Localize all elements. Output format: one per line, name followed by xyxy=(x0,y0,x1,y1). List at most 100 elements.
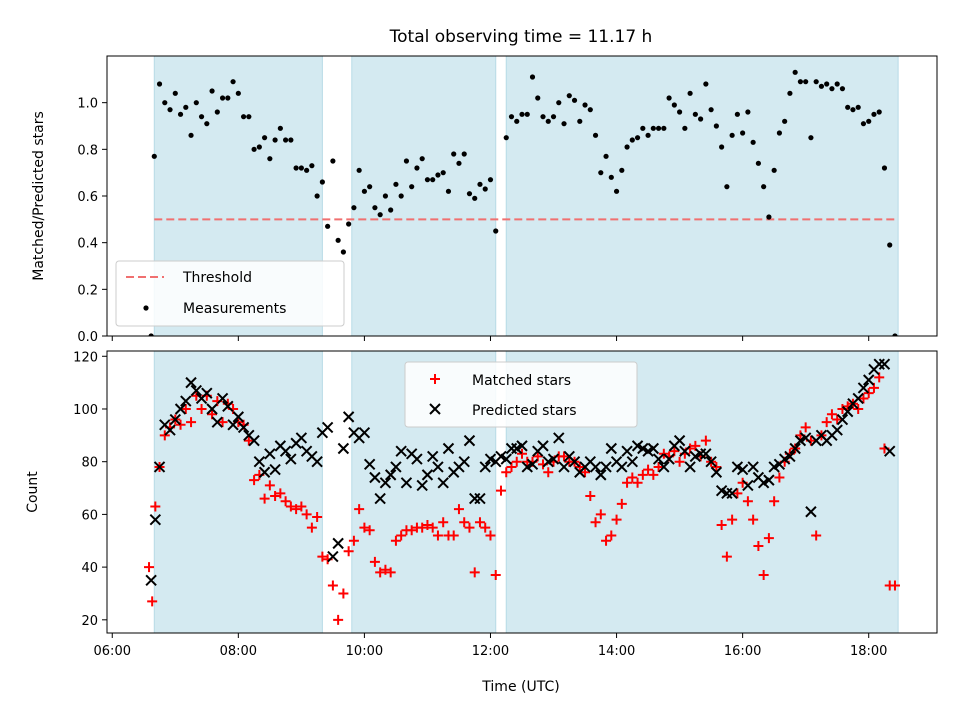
data-point xyxy=(185,376,197,389)
y-tick-label: 80 xyxy=(81,456,98,471)
data-point xyxy=(414,165,420,171)
data-point xyxy=(566,93,572,99)
data-point xyxy=(369,471,381,484)
legend-measurements-swatch xyxy=(143,305,149,311)
data-point xyxy=(267,156,273,162)
data-point xyxy=(175,419,186,430)
data-point xyxy=(162,100,168,106)
data-point xyxy=(621,445,633,457)
data-point xyxy=(149,513,162,526)
data-point xyxy=(519,111,525,117)
data-point xyxy=(592,132,599,138)
data-point xyxy=(742,496,753,507)
data-point xyxy=(235,90,241,96)
data-point xyxy=(493,228,499,234)
data-point xyxy=(385,567,396,578)
data-point xyxy=(283,137,289,143)
data-point xyxy=(393,181,399,187)
data-point xyxy=(540,114,546,120)
y-tick-label: 1.0 xyxy=(77,97,98,112)
data-point xyxy=(808,135,814,141)
data-point xyxy=(217,417,228,428)
data-point xyxy=(784,450,796,463)
data-point xyxy=(692,111,698,117)
data-point xyxy=(432,461,444,473)
data-point xyxy=(684,461,696,473)
data-point xyxy=(782,118,788,124)
data-point xyxy=(705,455,717,468)
data-point xyxy=(655,125,662,131)
data-point xyxy=(342,411,355,423)
data-point xyxy=(803,79,809,85)
data-point xyxy=(501,467,512,478)
count-panel: 20 40 60 80 100 120 06:00 08:00 10:00 12:00 14:00 1… xyxy=(25,350,938,659)
data-point xyxy=(216,392,229,405)
data-point xyxy=(887,242,893,248)
data-point xyxy=(230,79,236,85)
data-point xyxy=(354,504,365,515)
data-point xyxy=(338,588,349,599)
data-point xyxy=(186,417,197,428)
data-point xyxy=(674,456,685,467)
data-point xyxy=(453,504,464,515)
data-point xyxy=(821,417,832,428)
y-tick-label: 0.8 xyxy=(77,143,98,158)
data-point xyxy=(653,461,664,472)
data-point xyxy=(288,137,294,143)
data-point xyxy=(755,160,761,166)
data-point xyxy=(645,132,651,138)
data-point xyxy=(774,472,785,483)
data-point xyxy=(490,570,501,581)
data-point xyxy=(556,100,562,106)
data-point xyxy=(261,135,268,141)
data-point xyxy=(317,551,328,562)
data-point xyxy=(585,490,596,501)
data-point xyxy=(482,186,488,192)
data-point xyxy=(440,170,446,176)
data-point xyxy=(232,411,245,423)
data-point xyxy=(824,81,830,87)
data-point xyxy=(747,461,759,473)
data-point xyxy=(358,426,371,439)
data-point xyxy=(892,333,898,336)
data-point xyxy=(188,132,194,138)
data-point xyxy=(852,392,864,405)
data-point xyxy=(159,430,170,441)
data-point xyxy=(590,517,601,528)
data-point xyxy=(361,188,368,194)
data-point xyxy=(147,596,158,607)
data-point xyxy=(356,167,362,173)
data-point xyxy=(753,541,764,552)
data-point xyxy=(277,125,283,131)
data-point xyxy=(406,525,417,536)
data-point xyxy=(632,477,643,488)
data-point xyxy=(264,448,276,460)
data-point xyxy=(736,463,749,476)
data-point xyxy=(543,467,554,478)
data-point xyxy=(622,477,633,488)
x-tick-label: 10:00 xyxy=(346,644,383,659)
data-point xyxy=(463,434,476,447)
data-point xyxy=(571,97,578,103)
data-point xyxy=(613,188,620,194)
data-point xyxy=(761,184,767,190)
legend-matched-swatch xyxy=(430,374,440,384)
data-point xyxy=(727,514,738,525)
data-point xyxy=(608,174,614,180)
x-tick-label: 12:00 xyxy=(472,644,509,659)
y-tick-label: 40 xyxy=(81,561,98,576)
data-point xyxy=(177,111,184,117)
data-point xyxy=(799,432,812,444)
data-point xyxy=(256,144,262,150)
data-point xyxy=(711,461,722,472)
data-point xyxy=(340,249,346,255)
data-point xyxy=(769,496,780,507)
data-point xyxy=(603,153,609,159)
data-point xyxy=(458,455,470,468)
data-point xyxy=(547,453,560,465)
data-point xyxy=(395,445,407,457)
data-point xyxy=(487,177,494,183)
data-point xyxy=(343,546,354,557)
data-point xyxy=(640,125,646,131)
data-point xyxy=(826,409,837,420)
